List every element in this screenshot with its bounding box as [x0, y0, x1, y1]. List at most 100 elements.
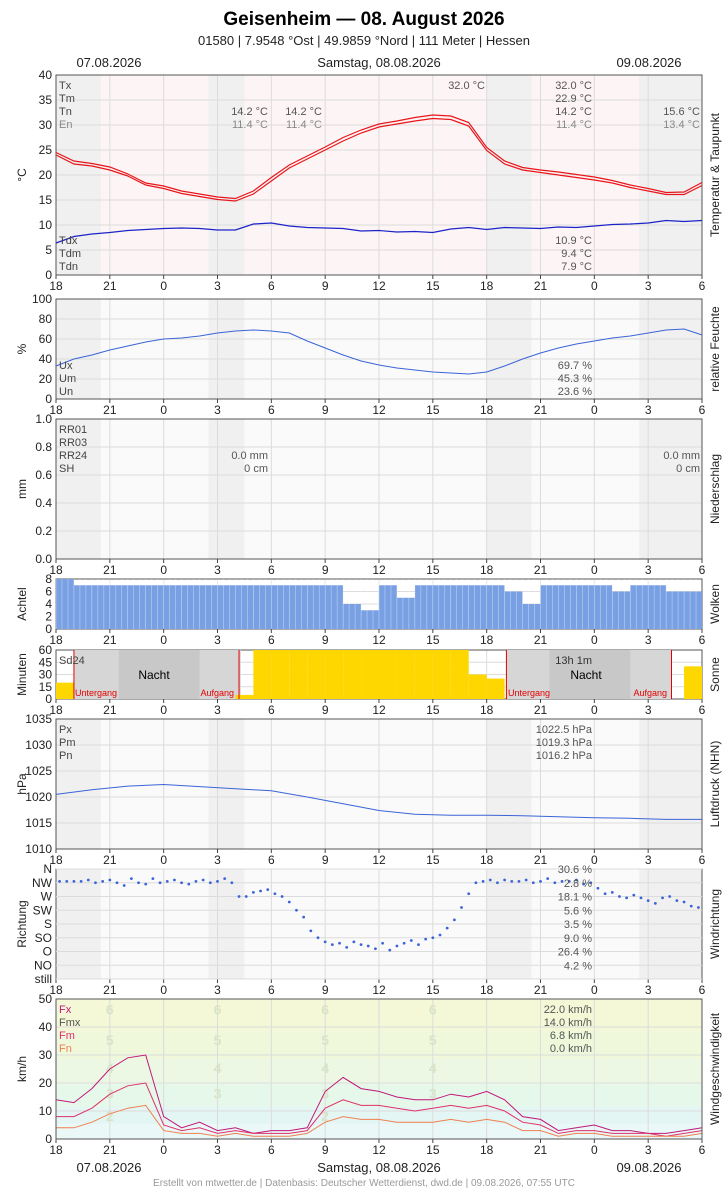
legend-wind-Fx: Fx	[59, 1004, 72, 1016]
xtick-label-temp-12: 6	[699, 279, 706, 293]
footer-date-left: 07.08.2026	[76, 1160, 141, 1175]
next-day-tn: 15.6 °C	[663, 106, 700, 118]
dir-point-12	[144, 882, 148, 886]
ytick-label-sun-1: 15	[39, 680, 53, 694]
cloud-bar-0	[56, 579, 74, 629]
beaufort-label-1-3: 5	[214, 1032, 222, 1048]
pressure-summary-1: 1019.3 hPa	[536, 737, 593, 749]
ylabel-temp: °C	[15, 168, 29, 182]
dir-point-5	[94, 881, 97, 885]
beaufort-label-0-0: 2	[106, 1108, 114, 1124]
dir-point-6	[101, 879, 105, 883]
sun-bar-23	[468, 674, 487, 699]
dir-point-21	[208, 881, 212, 885]
cloud-bar-30	[594, 585, 613, 629]
side-label-sun: Sonne	[708, 657, 722, 692]
side-label-pressure: Luftdruck (NHN)	[708, 741, 722, 828]
ytick-label-sun-0: 0	[45, 692, 52, 706]
sunrise2-label: Aufgang	[633, 688, 667, 698]
side-label-precip: Niederschlag	[708, 454, 722, 524]
dir-point-15	[165, 879, 169, 883]
xtick-label-temp-10: 0	[591, 279, 598, 293]
xtick-label-windspeed-9: 21	[534, 1143, 548, 1157]
night-shade-humidity-1	[208, 299, 245, 399]
dir-point-89	[697, 906, 700, 909]
xtick-label-clouds-1: 21	[103, 633, 117, 647]
dir-point-49	[409, 939, 413, 942]
dir-point-44	[374, 947, 377, 951]
dir-point-43	[366, 944, 370, 948]
ytick-label-temp-8: 40	[39, 68, 53, 82]
cloud-bar-8	[199, 585, 218, 629]
page-title: Geisenheim — 08. August 2026	[223, 9, 504, 30]
sun-night1-label: Nacht	[138, 668, 170, 682]
dir-point-7	[108, 878, 112, 882]
xtick-label-sun-1: 21	[103, 703, 117, 717]
xtick-label-winddir-12: 6	[699, 983, 706, 997]
xtick-label-temp-7: 15	[426, 279, 440, 293]
sun-bar-17	[361, 650, 379, 699]
ytick-label-pressure-2: 1020	[25, 790, 52, 804]
cloud-bar-20	[414, 585, 433, 629]
night-shade-precip-2	[486, 419, 532, 559]
dir-point-82	[646, 899, 650, 903]
xtick-label-sun-7: 15	[426, 703, 440, 717]
xtick-label-windspeed-1: 21	[103, 1143, 117, 1157]
beaufort-label-0-2: 4	[106, 1060, 114, 1076]
sunrise1-label: Aufgang	[200, 688, 234, 698]
dir-point-35	[309, 929, 313, 933]
xtick-label-clouds-5: 9	[322, 633, 329, 647]
dir-point-57	[467, 892, 471, 896]
dir-point-13	[151, 877, 155, 881]
xtick-label-precip-10: 0	[591, 563, 598, 577]
cloud-bar-31	[612, 591, 631, 629]
ytick-label-sun-3: 45	[39, 655, 53, 669]
dir-point-85	[668, 895, 672, 898]
ytick-label-humidity-3: 60	[39, 332, 53, 346]
cloud-bar-3	[109, 585, 128, 629]
humidity-summary-1: 45.3 %	[558, 373, 592, 385]
ytick-label-windspeed-1: 10	[39, 1104, 53, 1118]
ytick-label-windspeed-0: 0	[45, 1132, 52, 1146]
dir-point-3	[79, 879, 83, 883]
ytick-label-precip-1: 0.2	[35, 524, 52, 538]
dir-point-77	[610, 890, 614, 894]
dir-point-24	[230, 881, 234, 885]
page-subtitle: 01580 | 7.9548 °Ost | 49.9859 °Nord | 11…	[198, 33, 530, 48]
dir-point-68	[546, 877, 550, 881]
xtick-label-winddir-9: 21	[534, 983, 548, 997]
xtick-label-clouds-4: 6	[268, 633, 275, 647]
dir-point-67	[539, 879, 542, 883]
beaufort-label-1-1: 3	[214, 1085, 222, 1101]
cloud-bar-2	[91, 585, 110, 629]
cloud-bar-34	[666, 591, 685, 629]
ytick-label-pressure-1: 1015	[25, 816, 52, 830]
ytick-label-clouds-4: 8	[45, 572, 52, 586]
dir-label-O: O	[43, 945, 52, 959]
dir-point-80	[632, 893, 636, 897]
cloud-bar-29	[576, 585, 595, 629]
xtick-label-temp-4: 6	[268, 279, 275, 293]
dir-point-69	[553, 881, 557, 885]
sun-bar-22	[450, 650, 469, 699]
night2-tn: 14.2 °C	[285, 106, 322, 118]
xtick-label-humidity-8: 18	[480, 403, 494, 417]
cloud-bar-19	[396, 597, 415, 629]
dir-point-50	[417, 943, 420, 947]
dir-point-14	[158, 881, 162, 885]
night-shade-humidity-0	[56, 299, 101, 399]
cloud-bar-23	[468, 585, 487, 629]
cloud-bar-1	[73, 585, 92, 629]
sun-bar-15	[325, 650, 344, 699]
xtick-label-precip-2: 0	[160, 563, 167, 577]
night-shade-pressure-1	[208, 719, 245, 849]
dir-point-83	[653, 901, 657, 905]
cloud-bar-33	[648, 585, 667, 629]
ytick-label-clouds-2: 4	[45, 597, 52, 611]
dir-point-48	[402, 941, 406, 945]
dir-point-87	[682, 900, 686, 904]
xtick-label-precip-1: 21	[103, 563, 117, 577]
dir-label-W: W	[41, 890, 53, 904]
temp-max-annotation: 32.0 °C	[448, 80, 485, 92]
ytick-label-humidity-2: 40	[39, 352, 53, 366]
